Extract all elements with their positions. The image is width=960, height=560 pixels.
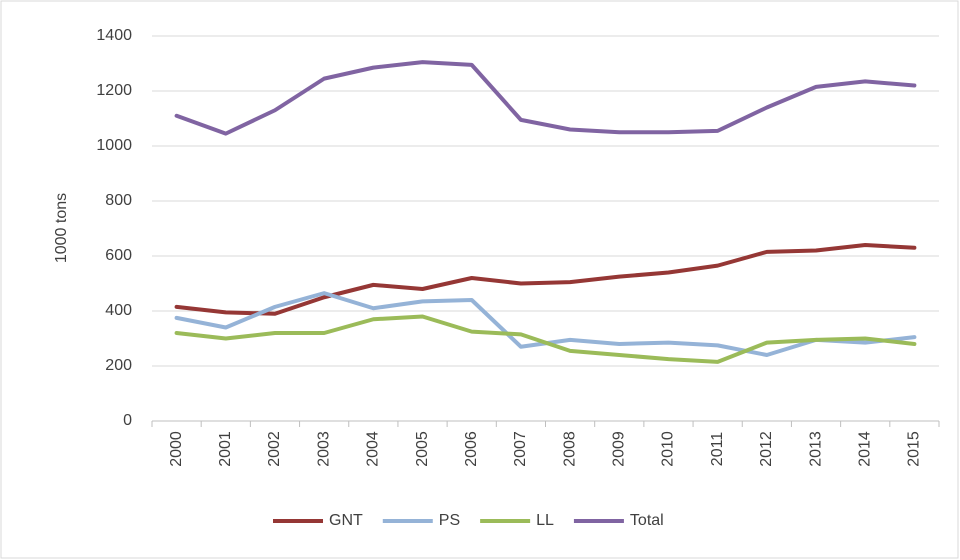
- x-tick-label: 2007: [512, 431, 529, 467]
- x-tick-label: 2008: [561, 431, 578, 467]
- y-tick-label: 1000: [96, 137, 132, 154]
- y-axis-label: 1000 tons: [53, 193, 70, 263]
- y-tick-label: 600: [105, 247, 132, 264]
- x-tick-label: 2005: [414, 431, 431, 467]
- x-tick-label: 2002: [266, 431, 283, 467]
- y-tick-label: 1400: [96, 27, 132, 44]
- x-tick-label: 2014: [856, 431, 873, 467]
- x-tick-label: 2015: [906, 431, 923, 467]
- series-line: [174, 243, 917, 316]
- x-tick-label: 2006: [463, 431, 480, 467]
- y-tick-label: 0: [123, 412, 132, 429]
- x-tick-label: 2012: [758, 431, 775, 467]
- y-tick-label: 1200: [96, 82, 132, 99]
- x-tick-label: 2009: [611, 431, 628, 467]
- x-tick-label: 2003: [315, 431, 332, 467]
- series-line: [174, 314, 917, 364]
- legend-label: PS: [439, 512, 460, 529]
- series-line: [174, 60, 917, 136]
- x-tick-label: 2011: [709, 432, 726, 467]
- x-tick-label: 2013: [807, 431, 824, 467]
- x-tick-label: 2000: [168, 431, 185, 467]
- legend-label: LL: [536, 512, 554, 529]
- legend-label: Total: [630, 512, 664, 529]
- x-tick-label: 2004: [365, 431, 382, 467]
- x-tick-label: 2001: [217, 431, 234, 467]
- y-tick-label: 400: [105, 302, 132, 319]
- y-tick-label: 800: [105, 192, 132, 209]
- y-tick-label: 200: [105, 357, 132, 374]
- legend-label: GNT: [329, 512, 363, 529]
- x-tick-label: 2010: [660, 431, 677, 467]
